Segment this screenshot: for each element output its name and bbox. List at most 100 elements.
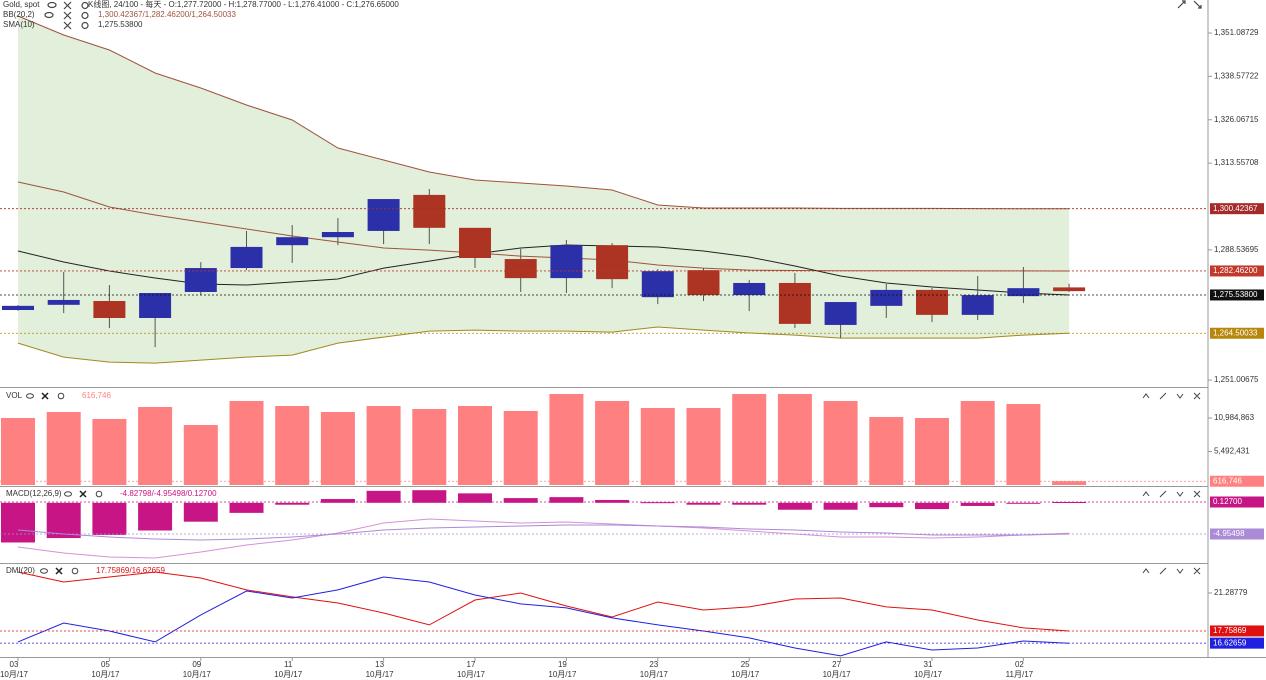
x-tick-label: 13 (375, 660, 384, 669)
marker-box (1210, 203, 1264, 215)
volume-bar (412, 408, 447, 485)
histogram-bar (412, 490, 447, 503)
panel-value: 616,746 (82, 391, 111, 400)
candle-body (184, 268, 217, 292)
eye-icon[interactable] (44, 11, 54, 19)
x-tick-label: 25 (741, 660, 750, 669)
settings-icon[interactable] (71, 567, 79, 575)
settings-icon[interactable] (95, 490, 103, 498)
marker-label: 1,264.50033 (1213, 328, 1258, 337)
close-icon[interactable] (41, 392, 49, 400)
candle-body (870, 289, 903, 306)
volume-bar (869, 416, 904, 485)
indicator-line (17, 518, 1070, 559)
close-icon[interactable] (63, 1, 72, 10)
candle-body (139, 293, 172, 318)
eye-icon[interactable] (64, 491, 72, 497)
eye-icon[interactable] (47, 1, 57, 9)
settings-icon[interactable] (57, 392, 65, 400)
candle-body (733, 282, 766, 296)
indicator-value: 1,275.53800 (98, 20, 143, 29)
x-tick-label: 09 (192, 660, 201, 669)
close-icon[interactable] (63, 21, 72, 30)
panel-icons[interactable] (1142, 567, 1201, 575)
instrument: Gold, spot (3, 0, 40, 9)
close-icon[interactable] (63, 11, 72, 20)
panel-icons[interactable] (1142, 490, 1201, 498)
y-tick-label: 1,288.53695 (1214, 245, 1259, 254)
y-tick-label: 1,313.55708 (1214, 158, 1259, 167)
x-tick-sublabel: 10月/17 (0, 670, 29, 679)
candle-body (504, 259, 537, 279)
close-icon[interactable] (55, 567, 63, 575)
volume-bar (777, 393, 812, 485)
volume-bar (640, 407, 675, 485)
volume-bar (1006, 403, 1041, 485)
candle-body (778, 282, 811, 324)
marker-box (1210, 637, 1264, 649)
candle-body (641, 271, 674, 298)
marker-box (1210, 496, 1264, 508)
x-tick-sublabel: 10月/17 (457, 670, 486, 679)
marker-box (1210, 327, 1264, 339)
histogram-bar (777, 502, 812, 510)
histogram-bar (1006, 502, 1041, 504)
marker-box (1210, 475, 1264, 487)
candle-body (1053, 287, 1086, 292)
x-tick-sublabel: 10月/17 (640, 670, 669, 679)
indicator-line (17, 326, 1070, 364)
marker-label: 0.12700 (1213, 497, 1242, 506)
panel-title: DMI(20) (6, 566, 35, 575)
histogram-bar (503, 498, 538, 503)
histogram-bar (46, 502, 81, 539)
eye-icon[interactable] (40, 568, 48, 574)
volume-bar (686, 407, 721, 485)
x-tick-label: 02 (1015, 660, 1024, 669)
panel-icons[interactable] (1142, 392, 1201, 400)
window-icons[interactable] (1177, 0, 1202, 9)
volume-bar (595, 400, 630, 485)
marker-label: 16.62659 (1213, 638, 1247, 647)
settings-icon[interactable] (81, 1, 89, 10)
marker-label: -4.95498 (1213, 529, 1245, 538)
indicator-name: SMA(10) (3, 20, 35, 29)
volume-bar (503, 410, 538, 485)
histogram-bar (138, 502, 173, 531)
marker-box (1210, 528, 1264, 540)
x-tick-label: 27 (832, 660, 841, 669)
x-tick-sublabel: 10月/17 (548, 670, 577, 679)
marker-box (1210, 625, 1264, 637)
candle-body (824, 302, 857, 325)
settings-icon[interactable] (81, 11, 89, 20)
close-icon[interactable] (79, 490, 87, 498)
histogram-bar (366, 490, 401, 503)
candle-body (459, 227, 491, 258)
volume-bar (275, 405, 310, 485)
panel-title: VOL (6, 391, 23, 400)
settings-icon[interactable] (81, 21, 89, 30)
x-tick-sublabel: 11月/17 (1006, 670, 1034, 679)
candle-body (1007, 288, 1040, 297)
candle-body (47, 299, 80, 305)
x-tick-label: 31 (924, 660, 933, 669)
volume-bar (1052, 481, 1087, 485)
marker-label: 616,746 (1213, 476, 1242, 485)
volume-bar (229, 400, 264, 485)
histogram-bar (92, 502, 127, 535)
candle-body (916, 289, 948, 315)
histogram-bar (823, 502, 858, 510)
volume-bar (320, 411, 355, 485)
eye-icon[interactable] (26, 393, 34, 399)
y-tick-label: 1,326.06715 (1214, 115, 1259, 124)
candle-body (961, 295, 994, 315)
marker-label: 1,300.42367 (1213, 204, 1258, 213)
candle-body (321, 231, 354, 238)
candle-body (550, 245, 583, 279)
volume-bar (549, 393, 584, 485)
bollinger-band (18, 15, 1070, 364)
histogram-bar (732, 502, 767, 505)
candle-body (596, 245, 629, 280)
y-tick-label: 10,984,863 (1214, 413, 1255, 422)
y-tick-label: 1,338.57722 (1214, 71, 1259, 80)
indicator-value: 1,300.42367/1,282.46200/1,264.50033 (98, 10, 236, 19)
